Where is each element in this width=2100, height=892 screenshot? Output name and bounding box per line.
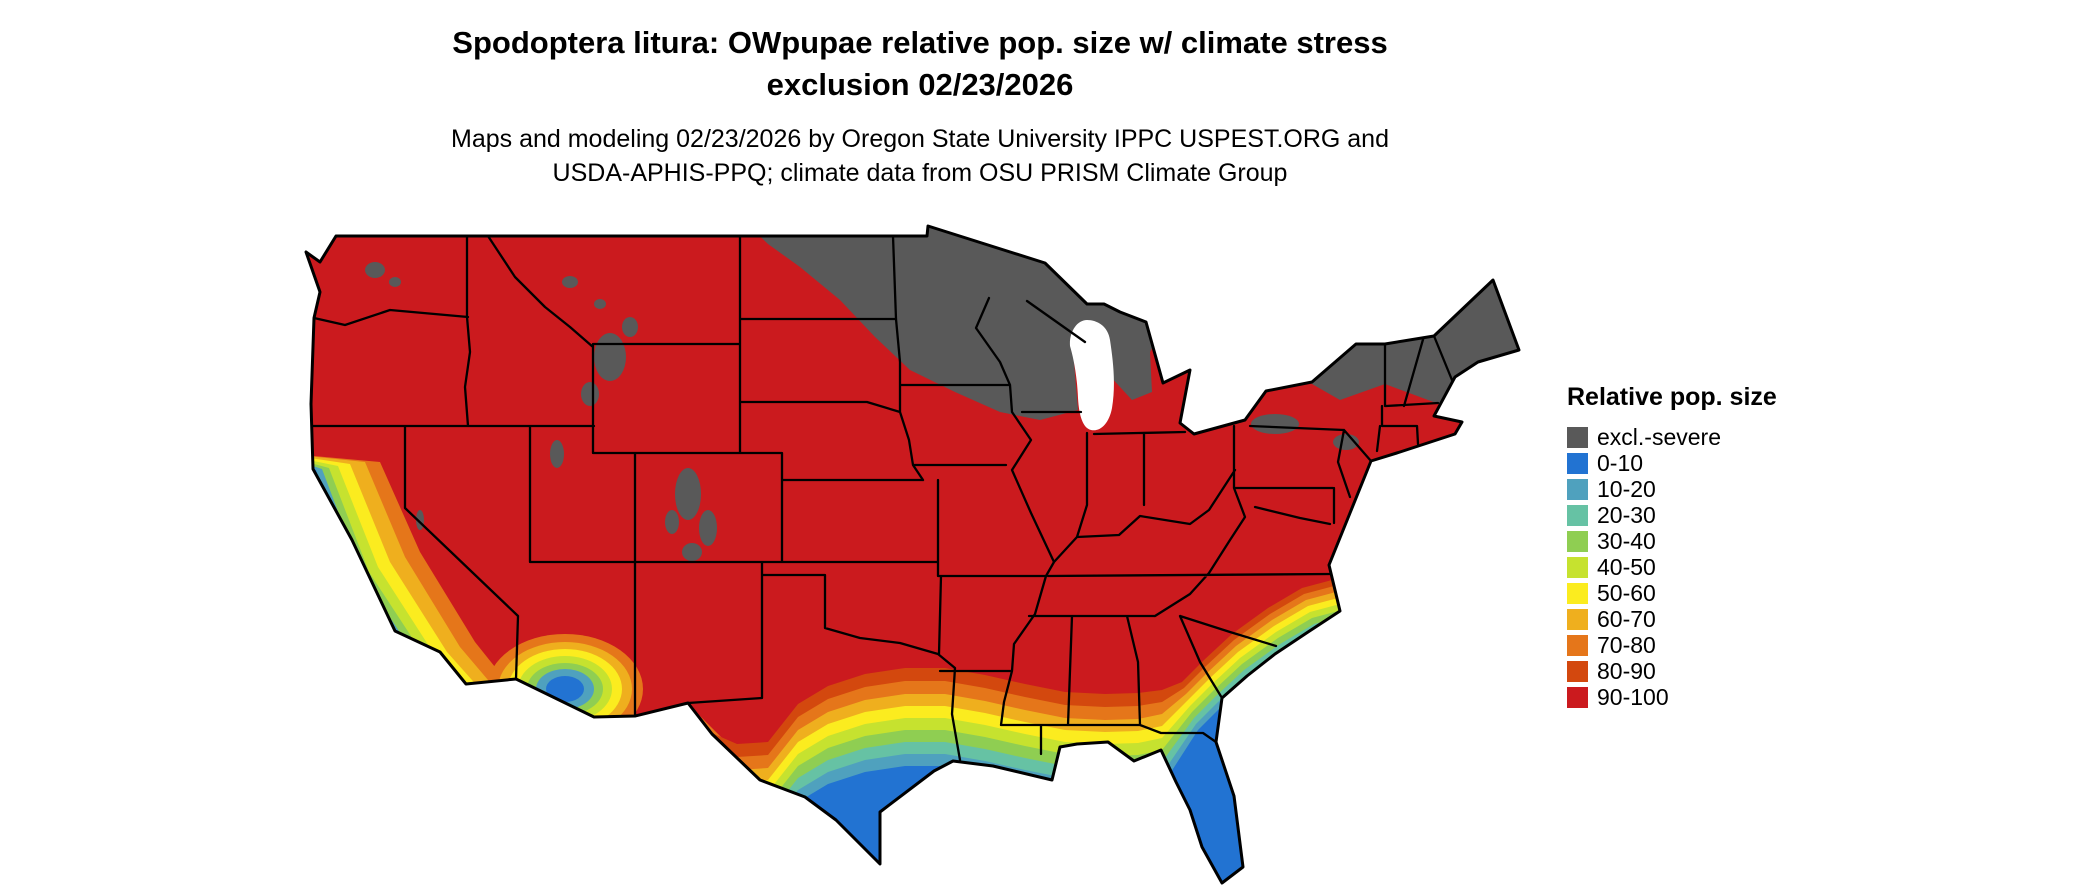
legend-swatch xyxy=(1567,634,1588,656)
excluded-patch xyxy=(562,276,578,288)
legend-item-label: 50-60 xyxy=(1597,580,1656,606)
state-boundaries xyxy=(308,234,1454,762)
excluded-patch xyxy=(699,510,717,546)
legend-items: excl.-severe 0-10 10-20 20-30 30-40 40-50 50-6… xyxy=(1567,424,1867,710)
legend-item: 70-80 xyxy=(1567,632,1867,658)
lake-michigan xyxy=(1069,320,1114,431)
legend-item-label: 90-100 xyxy=(1597,684,1669,710)
legend-item: 60-70 xyxy=(1567,606,1867,632)
figure-title: Spodoptera litura: OWpupae relative pop.… xyxy=(320,22,1520,106)
excluded-patch xyxy=(1251,414,1299,434)
legend-item: 50-60 xyxy=(1567,580,1867,606)
legend-item-label: 20-30 xyxy=(1597,502,1656,528)
legend-swatch xyxy=(1567,686,1588,708)
legend-item: 40-50 xyxy=(1567,554,1867,580)
legend-swatch xyxy=(1567,556,1588,578)
legend-item-label: 80-90 xyxy=(1597,658,1656,684)
excluded-patch xyxy=(581,382,599,406)
figure-title-line2: exclusion 02/23/2026 xyxy=(766,67,1074,102)
excluded-patch xyxy=(675,468,701,520)
excluded-patch xyxy=(665,510,679,534)
legend-item: 80-90 xyxy=(1567,658,1867,684)
legend-item-label: 40-50 xyxy=(1597,554,1656,580)
legend-item-label: 70-80 xyxy=(1597,632,1656,658)
excluded-patch xyxy=(594,299,606,309)
legend-item: 20-30 xyxy=(1567,502,1867,528)
arizona-gradient-patch xyxy=(487,634,643,744)
excluded-patch xyxy=(550,440,564,468)
legend-swatch xyxy=(1567,660,1588,682)
legend-swatch xyxy=(1567,582,1588,604)
legend-item: excl.-severe xyxy=(1567,424,1867,450)
excluded-patch xyxy=(594,333,626,381)
legend-item-label: 30-40 xyxy=(1597,528,1656,554)
excluded-patch xyxy=(622,317,638,337)
us-map-svg xyxy=(304,224,1521,885)
figure-subtitle-line1: Maps and modeling 02/23/2026 by Oregon S… xyxy=(451,125,1389,153)
legend-title: Relative pop. size xyxy=(1567,383,1777,411)
legend-swatch xyxy=(1567,608,1588,630)
legend-item-label: 60-70 xyxy=(1597,606,1656,632)
legend-swatch xyxy=(1567,426,1588,448)
excluded-patch xyxy=(365,262,385,278)
legend-item: 90-100 xyxy=(1567,684,1867,710)
legend-swatch xyxy=(1567,530,1588,552)
legend-item: 30-40 xyxy=(1567,528,1867,554)
legend-item: 0-10 xyxy=(1567,450,1867,476)
figure-subtitle-line2: USDA-APHIS-PPQ; climate data from OSU PR… xyxy=(552,159,1288,187)
legend-swatch xyxy=(1567,504,1588,526)
legend-item: 10-20 xyxy=(1567,476,1867,502)
excluded-patch xyxy=(682,543,702,561)
legend: Relative pop. size excl.-severe 0-10 10-20… xyxy=(1567,383,1867,710)
excluded-region-northeast xyxy=(1300,250,1519,412)
excluded-patch xyxy=(389,277,401,287)
legend-item-label: excl.-severe xyxy=(1597,424,1721,450)
excluded-patch xyxy=(1333,434,1359,450)
az-band-0-10 xyxy=(546,676,584,702)
legend-swatch xyxy=(1567,452,1588,474)
figure-subtitle: Maps and modeling 02/23/2026 by Oregon S… xyxy=(320,122,1520,190)
legend-item-label: 10-20 xyxy=(1597,476,1656,502)
us-population-map xyxy=(300,222,1540,892)
legend-item-label: 0-10 xyxy=(1597,450,1644,476)
figure-title-line1: Spodoptera litura: OWpupae relative pop.… xyxy=(452,25,1388,60)
legend-swatch xyxy=(1567,478,1588,500)
